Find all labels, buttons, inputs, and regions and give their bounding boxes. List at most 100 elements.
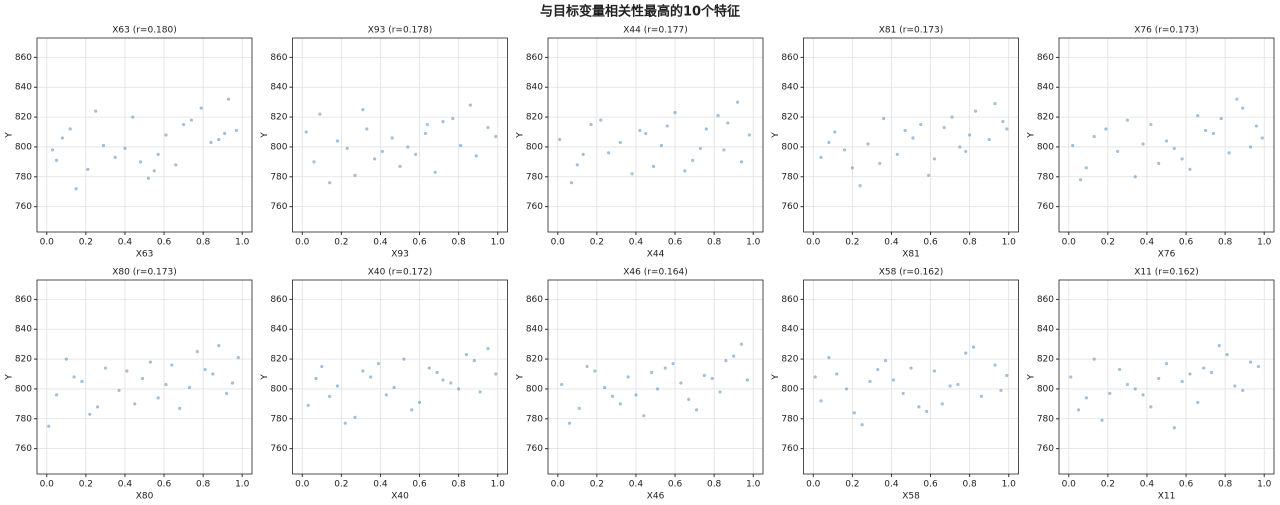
point: [125, 369, 129, 373]
point: [1225, 353, 1229, 357]
x-tick-label: 0.2: [590, 238, 604, 248]
point: [827, 140, 831, 145]
y-tick-label: 800: [526, 142, 543, 152]
point: [1203, 128, 1208, 133]
point: [842, 148, 847, 152]
point: [88, 412, 92, 416]
y-tick-label: 760: [526, 202, 543, 212]
point: [819, 399, 823, 403]
x-tick-label: 0.8: [451, 238, 466, 248]
point: [642, 414, 646, 418]
point: [189, 118, 194, 122]
point: [361, 369, 365, 373]
point: [304, 130, 308, 134]
point: [813, 375, 817, 379]
y-tick-label: 860: [270, 295, 287, 305]
x-tick-label: 0.2: [334, 480, 348, 490]
point: [224, 391, 229, 396]
point: [626, 375, 630, 379]
point: [1108, 391, 1112, 396]
y-tick-label: 800: [1037, 142, 1054, 152]
x-tick-label: 1.0: [1002, 480, 1017, 490]
point: [1172, 146, 1176, 151]
point: [152, 169, 156, 173]
point: [353, 415, 357, 419]
point: [558, 137, 562, 142]
point: [320, 364, 324, 369]
point: [1092, 134, 1096, 139]
y-tick-label: 780: [526, 414, 543, 424]
point: [328, 181, 332, 185]
y-tick-label: 820: [15, 113, 32, 123]
y-tick-label: 860: [526, 295, 543, 305]
y-tick-label: 820: [1037, 355, 1054, 365]
point: [486, 125, 490, 130]
point: [868, 379, 872, 384]
point: [932, 369, 937, 373]
y-tick-label: 760: [15, 444, 32, 454]
y-tick-label: 780: [781, 414, 798, 424]
point: [819, 155, 823, 159]
x-tick-label: 0.0: [551, 238, 566, 248]
x-tick-label: 0.0: [806, 238, 821, 248]
point: [691, 158, 695, 162]
y-tick-label: 820: [526, 355, 543, 365]
point: [306, 403, 310, 407]
point: [1076, 408, 1081, 412]
point: [187, 385, 192, 390]
point: [164, 133, 168, 137]
y-tick-label: 840: [526, 325, 543, 335]
point: [722, 148, 726, 152]
point: [739, 160, 744, 164]
point: [917, 405, 921, 409]
point: [117, 388, 121, 393]
x-tick-label: 0.4: [1140, 480, 1155, 490]
x-tick-label: 0.2: [79, 238, 93, 248]
point: [68, 127, 72, 131]
x-tick-label: 0.4: [373, 480, 388, 490]
x-tick-label: 0.6: [1179, 480, 1194, 490]
point: [891, 378, 896, 382]
point: [1005, 373, 1009, 378]
point: [345, 146, 349, 151]
x-tick-label: 0.8: [962, 480, 977, 490]
point: [1241, 106, 1245, 110]
point: [328, 394, 332, 398]
y-tick-label: 780: [270, 172, 287, 182]
y-tick-label: 760: [526, 444, 543, 454]
point: [51, 148, 55, 152]
y-tick-label: 840: [270, 83, 287, 93]
point: [1084, 396, 1088, 400]
point: [1180, 379, 1184, 384]
y-axis-label: Y: [1027, 374, 1037, 381]
point: [123, 146, 127, 151]
axes-frame: [36, 37, 253, 233]
point: [402, 357, 406, 361]
point: [414, 152, 418, 156]
x-tick-label: 0.4: [629, 238, 644, 248]
x-axis-label: X63: [136, 250, 154, 260]
subplot-title: X76 (r=0.173): [1134, 26, 1199, 36]
point: [181, 122, 186, 127]
subplot-title: X63 (r=0.180): [112, 26, 177, 36]
point: [1172, 426, 1176, 430]
point: [606, 151, 611, 155]
point: [1100, 418, 1104, 422]
point: [956, 382, 960, 387]
y-tick-label: 780: [1037, 172, 1054, 182]
x-tick-label: 0.2: [334, 238, 348, 248]
point: [726, 121, 730, 125]
point: [968, 133, 972, 137]
x-tick-label: 0.2: [590, 480, 604, 490]
point: [724, 358, 728, 363]
point: [833, 130, 837, 134]
x-tick-label: 0.2: [79, 480, 93, 490]
point: [164, 382, 168, 387]
x-tick-label: 1.0: [235, 238, 250, 248]
point: [1141, 393, 1145, 397]
y-tick-label: 860: [526, 53, 543, 63]
x-tick-label: 0.0: [1062, 238, 1077, 248]
point: [1188, 167, 1192, 171]
point: [113, 155, 117, 159]
y-axis-label: Y: [260, 132, 270, 139]
